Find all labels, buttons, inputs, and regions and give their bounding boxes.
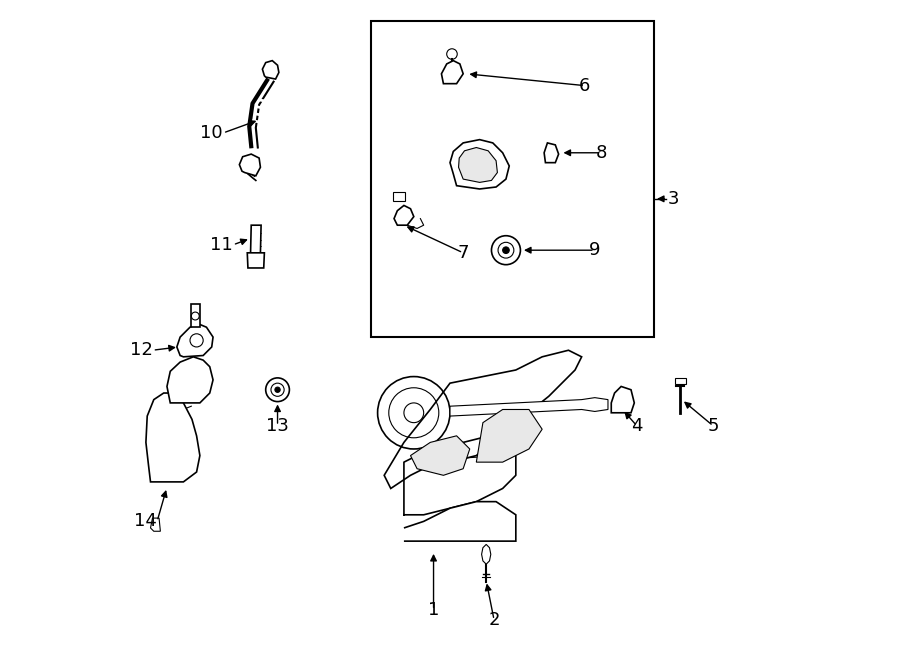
Polygon shape bbox=[250, 225, 261, 253]
Circle shape bbox=[503, 247, 509, 253]
Polygon shape bbox=[482, 545, 490, 564]
Polygon shape bbox=[450, 139, 509, 189]
Polygon shape bbox=[394, 206, 414, 225]
Polygon shape bbox=[476, 409, 542, 462]
Polygon shape bbox=[392, 192, 405, 201]
Polygon shape bbox=[146, 393, 200, 482]
Polygon shape bbox=[459, 147, 498, 182]
Text: 6: 6 bbox=[580, 77, 590, 95]
Text: 13: 13 bbox=[266, 417, 289, 435]
Polygon shape bbox=[192, 304, 200, 327]
Polygon shape bbox=[544, 143, 559, 163]
Text: 2: 2 bbox=[489, 611, 500, 629]
Text: 10: 10 bbox=[201, 124, 223, 142]
Polygon shape bbox=[176, 324, 213, 357]
Circle shape bbox=[274, 387, 280, 393]
Polygon shape bbox=[611, 387, 634, 412]
Polygon shape bbox=[263, 61, 279, 79]
Polygon shape bbox=[248, 253, 265, 268]
Polygon shape bbox=[441, 61, 464, 84]
Text: 14: 14 bbox=[134, 512, 158, 530]
Text: 3: 3 bbox=[667, 190, 679, 208]
Text: 8: 8 bbox=[596, 144, 608, 162]
Polygon shape bbox=[410, 436, 470, 475]
Bar bbox=[675, 378, 686, 385]
Polygon shape bbox=[450, 398, 608, 416]
Polygon shape bbox=[404, 502, 516, 541]
Circle shape bbox=[491, 236, 520, 264]
Polygon shape bbox=[150, 518, 160, 531]
Text: 9: 9 bbox=[590, 241, 600, 259]
Polygon shape bbox=[384, 350, 581, 488]
Polygon shape bbox=[167, 357, 213, 403]
Polygon shape bbox=[239, 154, 260, 176]
Text: 5: 5 bbox=[707, 417, 719, 435]
Text: 12: 12 bbox=[130, 341, 152, 359]
Text: 4: 4 bbox=[631, 417, 643, 435]
Bar bbox=[371, 21, 654, 337]
Text: 7: 7 bbox=[457, 244, 469, 262]
Text: 11: 11 bbox=[210, 236, 233, 254]
Text: 1: 1 bbox=[428, 602, 439, 619]
